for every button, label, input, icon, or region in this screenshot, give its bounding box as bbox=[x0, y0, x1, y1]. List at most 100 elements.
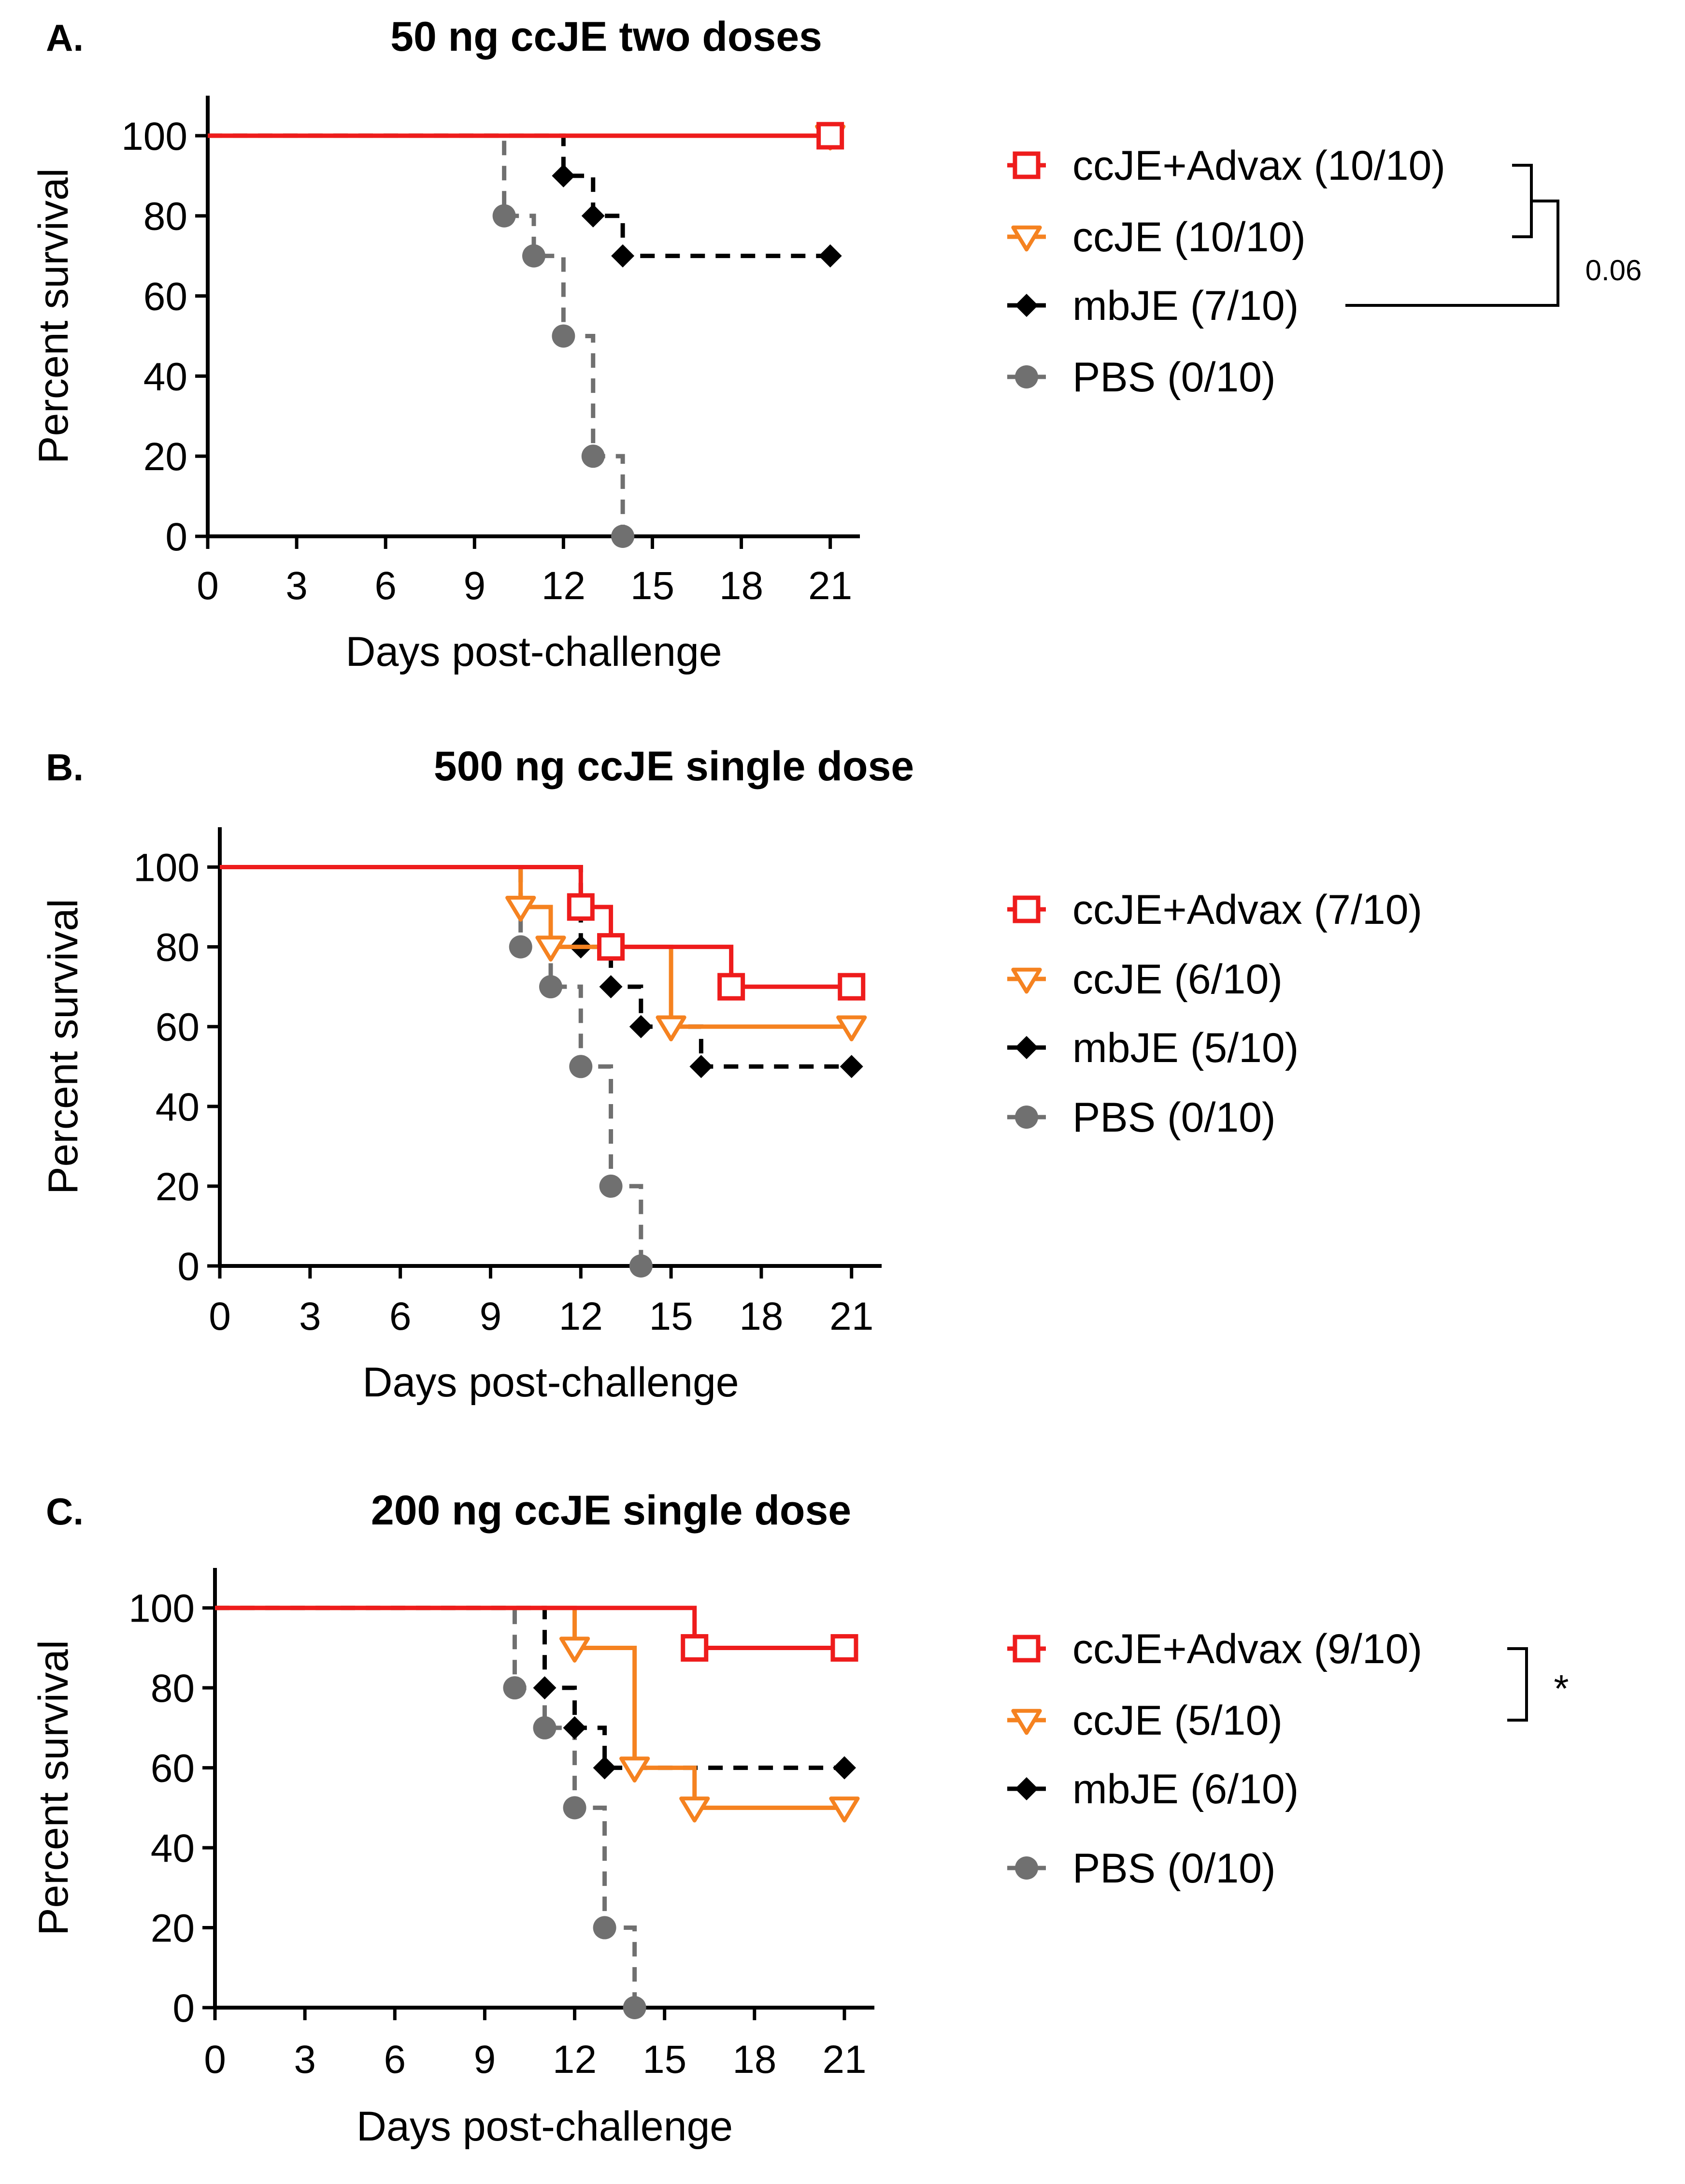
legend-entry: ccJE+Advax (10/10) bbox=[1007, 143, 1445, 189]
data-point bbox=[505, 895, 536, 922]
y-axis-label: Percent survival bbox=[30, 1640, 77, 1936]
legend-label: mbJE (6/10) bbox=[1072, 1766, 1299, 1812]
legend-label: ccJE+Advax (7/10) bbox=[1072, 887, 1422, 933]
legend-marker bbox=[1011, 1709, 1042, 1735]
chart-title: 200 ng ccJE single dose bbox=[371, 1487, 851, 1534]
x-tick-label: 18 bbox=[719, 564, 763, 608]
series-line bbox=[208, 133, 830, 259]
significance-bracket-outer bbox=[1345, 200, 1559, 307]
data-point bbox=[717, 973, 745, 1001]
data-point bbox=[656, 1015, 686, 1042]
legend-marker bbox=[1015, 1106, 1038, 1129]
x-tick-label: 15 bbox=[630, 564, 674, 608]
legend-marker bbox=[1015, 1777, 1038, 1800]
data-point bbox=[503, 1676, 527, 1700]
y-tick-label: 0 bbox=[177, 1245, 200, 1289]
data-point bbox=[492, 204, 516, 228]
legend-label: PBS (0/10) bbox=[1072, 354, 1276, 401]
y-tick-label: 80 bbox=[143, 195, 187, 239]
data-point bbox=[611, 525, 635, 548]
legend-marker bbox=[1013, 151, 1041, 179]
data-point bbox=[567, 893, 595, 921]
legend-entry: ccJE (10/10) bbox=[1007, 214, 1306, 260]
legend-entry: ccJE+Advax (9/10) bbox=[1007, 1626, 1422, 1672]
data-point bbox=[581, 445, 605, 468]
data-point bbox=[533, 1716, 557, 1739]
significance-bracket bbox=[1507, 1647, 1528, 1722]
panel-letter: B. bbox=[46, 746, 84, 789]
data-point bbox=[816, 122, 844, 150]
data-point bbox=[535, 935, 566, 962]
data-point bbox=[599, 975, 623, 999]
panel-b: B. 500 ng ccJE single dose 0 20 40 60 80 100 0 3 6… bbox=[40, 743, 1422, 1406]
data-point bbox=[829, 1796, 860, 1823]
data-point bbox=[552, 324, 575, 348]
data-point bbox=[581, 204, 605, 228]
y-tick-label: 100 bbox=[133, 846, 200, 890]
x-tick-label: 6 bbox=[389, 1294, 412, 1338]
series-ccje-advax bbox=[208, 122, 844, 150]
data-point bbox=[559, 1637, 590, 1663]
data-point bbox=[818, 244, 842, 268]
x-tick-label: 12 bbox=[559, 1294, 603, 1338]
y-tick-label: 80 bbox=[156, 926, 200, 970]
x-tick-label: 9 bbox=[474, 2038, 496, 2082]
legend-marker bbox=[1011, 225, 1042, 252]
legend: ccJE+Advax (9/10) ccJE (5/10) mbJE (6/10) P… bbox=[1007, 1626, 1422, 1892]
legend-label: ccJE+Advax (9/10) bbox=[1072, 1626, 1422, 1672]
legend-marker bbox=[1015, 365, 1038, 388]
y-axis-label: Percent survival bbox=[30, 168, 77, 464]
legend: ccJE+Advax (10/10) ccJE (10/10) mbJE (7/10… bbox=[1007, 143, 1445, 401]
chart-title: 500 ng ccJE single dose bbox=[434, 743, 914, 790]
significance-bracket bbox=[1512, 164, 1533, 238]
legend-marker bbox=[1013, 895, 1041, 923]
series-line bbox=[220, 865, 852, 989]
data-point bbox=[832, 1756, 856, 1780]
data-point bbox=[593, 1756, 616, 1780]
significance-label: * bbox=[1554, 1667, 1569, 1710]
y-tick-label: 100 bbox=[129, 1587, 195, 1631]
y-tick-label: 20 bbox=[156, 1165, 200, 1209]
x-axis-label: Days post-challenge bbox=[357, 2103, 733, 2150]
legend-label: ccJE (5/10) bbox=[1072, 1697, 1283, 1744]
legend-entry: PBS (0/10) bbox=[1007, 1094, 1276, 1141]
data-point bbox=[599, 1174, 623, 1198]
data-point bbox=[840, 1055, 863, 1078]
series-ccje bbox=[220, 865, 867, 1042]
y-tick-label: 0 bbox=[172, 1986, 195, 2030]
panel-c: C. 200 ng ccJE single dose 0 20 40 60 80 100 0 3 6… bbox=[30, 1487, 1569, 2150]
legend-entry: ccJE (5/10) bbox=[1007, 1697, 1283, 1744]
legend-marker bbox=[1015, 1856, 1038, 1880]
data-point bbox=[569, 1055, 593, 1078]
x-tick-label: 18 bbox=[739, 1294, 783, 1338]
legend-entry: ccJE+Advax (7/10) bbox=[1007, 887, 1422, 933]
y-tick-label: 40 bbox=[156, 1085, 200, 1129]
series-ccje bbox=[215, 1606, 860, 1823]
x-tick-label: 3 bbox=[299, 1294, 321, 1338]
x-tick-label: 21 bbox=[808, 564, 852, 608]
x-tick-label: 21 bbox=[829, 1294, 873, 1338]
legend: ccJE+Advax (7/10) ccJE (6/10) mbJE (5/10) P… bbox=[1007, 887, 1422, 1141]
panel-a: A. 50 ng ccJE two doses 0 20 40 60 80 100 0 3 6 9 12… bbox=[30, 14, 1642, 675]
y-tick-label: 60 bbox=[151, 1747, 195, 1791]
y-tick-label: 60 bbox=[143, 275, 187, 319]
legend-marker bbox=[1013, 1635, 1041, 1663]
series-pbs bbox=[220, 865, 653, 1278]
legend-entry: mbJE (7/10) bbox=[1007, 283, 1299, 329]
legend-entry: ccJE (6/10) bbox=[1007, 956, 1283, 1003]
series-line bbox=[220, 865, 852, 1029]
legend-label: ccJE+Advax (10/10) bbox=[1072, 143, 1445, 189]
data-point bbox=[836, 1015, 867, 1042]
data-point bbox=[593, 1916, 616, 1940]
series-pbs bbox=[215, 1606, 646, 2019]
legend-label: PBS (0/10) bbox=[1072, 1094, 1276, 1141]
y-tick-label: 20 bbox=[143, 435, 187, 479]
x-axis-label: Days post-challenge bbox=[362, 1359, 739, 1406]
data-point bbox=[619, 1756, 650, 1783]
x-tick-label: 9 bbox=[463, 564, 486, 608]
y-tick-label: 40 bbox=[151, 1826, 195, 1870]
panel-letter: C. bbox=[46, 1490, 84, 1533]
series-mbje bbox=[220, 865, 863, 1078]
x-tick-label: 3 bbox=[294, 2038, 316, 2082]
